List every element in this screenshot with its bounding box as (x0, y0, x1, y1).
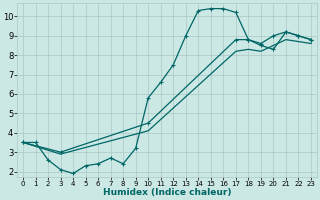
X-axis label: Humidex (Indice chaleur): Humidex (Indice chaleur) (103, 188, 231, 197)
